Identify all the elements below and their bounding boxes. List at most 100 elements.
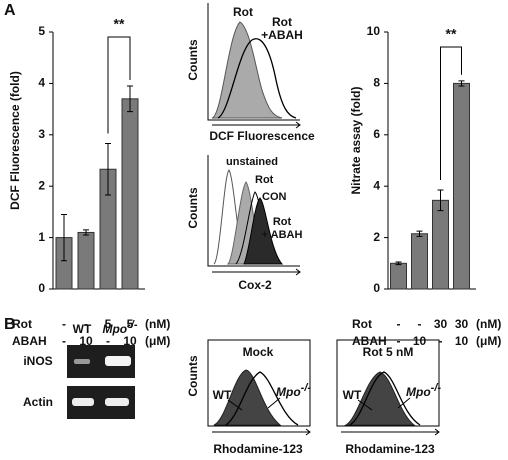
level-label: - bbox=[418, 317, 422, 331]
label-line: Rot bbox=[272, 15, 292, 29]
row-label: Actin bbox=[23, 395, 53, 409]
y-label: Nitrate assay (fold) bbox=[349, 86, 363, 194]
significance-bracket bbox=[107, 36, 131, 134]
histogram-label: Rot bbox=[233, 5, 253, 19]
label-part: Mpo bbox=[406, 385, 431, 399]
error-bar bbox=[61, 213, 67, 262]
significance-label: ** bbox=[114, 16, 125, 32]
histogram: Counts Cox-2 unstained Rot CON Rot + ABAH bbox=[186, 155, 302, 292]
y-tick-label: 2 bbox=[38, 178, 45, 192]
label-line: Rot bbox=[255, 174, 274, 186]
histogram-line bbox=[349, 371, 421, 426]
label-part: Mpo bbox=[276, 385, 301, 399]
histogram-label: Rot bbox=[255, 174, 274, 186]
histogram: Counts DCF Fluorescence Rot Rot +ABAH bbox=[186, 3, 315, 143]
level-label: 10 bbox=[455, 334, 469, 348]
bar bbox=[411, 233, 428, 290]
histogram-line bbox=[225, 371, 299, 426]
error-bar bbox=[437, 189, 444, 212]
bar bbox=[77, 231, 95, 290]
histogram-label: Rot + ABAH bbox=[262, 216, 303, 241]
axis bbox=[207, 3, 300, 121]
y-tick-label: 4 bbox=[38, 76, 45, 90]
label-line: CON bbox=[262, 191, 287, 203]
histogram-label: CON bbox=[262, 191, 287, 203]
histogram-label: Mpo-/- bbox=[406, 382, 441, 399]
level-label: - bbox=[397, 334, 401, 348]
y-tick-label: 0 bbox=[373, 281, 380, 295]
histogram: Rot 5 nM WT Mpo-/- Rhodamine-123 bbox=[336, 339, 441, 456]
error-bar bbox=[416, 230, 423, 237]
significance-label: ** bbox=[446, 26, 457, 42]
panel-label: A bbox=[4, 2, 16, 19]
histogram-label: Rot +ABAH bbox=[261, 15, 303, 42]
row-label: Rot bbox=[352, 317, 372, 331]
unit-label: (μM) bbox=[145, 334, 170, 348]
label-line: +ABAH bbox=[261, 28, 303, 42]
frame bbox=[336, 339, 440, 427]
histogram: Mock Counts WT Mpo-/- Rhodamine-123 bbox=[186, 339, 311, 456]
axis bbox=[207, 155, 300, 267]
row-label: ABAH bbox=[352, 334, 387, 348]
y-tick-label: 0 bbox=[38, 281, 45, 295]
gel-band bbox=[72, 398, 94, 406]
x-label: DCF Fluorescence bbox=[209, 129, 315, 143]
pointer bbox=[357, 397, 411, 411]
error-bar bbox=[395, 261, 402, 266]
error-bar bbox=[105, 143, 111, 196]
error-bar bbox=[458, 80, 465, 87]
y-tick-label: 6 bbox=[373, 127, 380, 141]
y-tick-label: 5 bbox=[38, 24, 45, 38]
label-line: + ABAH bbox=[262, 229, 303, 241]
y-tick-label: 3 bbox=[38, 127, 45, 141]
label-part: -/- bbox=[301, 382, 312, 394]
level-label: 10 bbox=[123, 334, 137, 348]
histogram-title: Mock bbox=[243, 345, 274, 359]
lane-label: Mpo-/- bbox=[102, 319, 137, 336]
y-tick-label: 8 bbox=[373, 76, 380, 90]
label-part: -/- bbox=[431, 382, 442, 394]
label-line: unstained bbox=[226, 156, 278, 168]
histogram-fill bbox=[344, 371, 416, 426]
bar bbox=[453, 82, 470, 290]
level-label: 5 bbox=[105, 317, 112, 331]
level-label: - bbox=[84, 317, 88, 331]
histogram-label: WT bbox=[343, 388, 362, 402]
arrow bbox=[341, 428, 440, 436]
histogram-label: WT bbox=[213, 388, 232, 402]
gel-band bbox=[105, 398, 129, 406]
x-label: Rhodamine-123 bbox=[345, 442, 435, 456]
x-label: Cox-2 bbox=[238, 278, 272, 292]
error-bar bbox=[127, 85, 133, 113]
histogram-title: Rot 5 nM bbox=[363, 345, 414, 359]
histogram-label: Mpo-/- bbox=[276, 382, 311, 399]
y-label: Counts bbox=[186, 187, 200, 229]
y-label: DCF Fluorescence (fold) bbox=[8, 71, 22, 210]
gel-band bbox=[74, 359, 90, 364]
label-part: -/- bbox=[127, 319, 138, 331]
level-label: - bbox=[106, 334, 110, 348]
y-tick-label: 2 bbox=[373, 230, 380, 244]
level-label: 30 bbox=[455, 317, 469, 331]
y-tick-label: 1 bbox=[38, 230, 45, 244]
row-label: ABAH bbox=[12, 334, 47, 348]
histogram-label: unstained bbox=[226, 156, 278, 168]
y-tick-label: 10 bbox=[367, 24, 381, 38]
level-label: 10 bbox=[413, 334, 427, 348]
unit-label: (nM) bbox=[476, 317, 501, 331]
pointer bbox=[227, 397, 281, 411]
x-label: Rhodamine-123 bbox=[213, 442, 303, 456]
unit-label: (μM) bbox=[476, 334, 501, 348]
level-label: - bbox=[62, 317, 66, 331]
arrow bbox=[212, 268, 301, 276]
row-label: Rot bbox=[12, 317, 32, 331]
histogram-fill bbox=[213, 369, 282, 426]
gel-band bbox=[105, 356, 131, 366]
bar bbox=[121, 98, 139, 290]
error-bar bbox=[83, 229, 89, 236]
gel: WT Mpo-/- iNOS Actin bbox=[23, 319, 138, 419]
bar bbox=[390, 262, 407, 290]
unit-label: (nM) bbox=[145, 317, 170, 331]
level-label: - bbox=[62, 334, 66, 348]
